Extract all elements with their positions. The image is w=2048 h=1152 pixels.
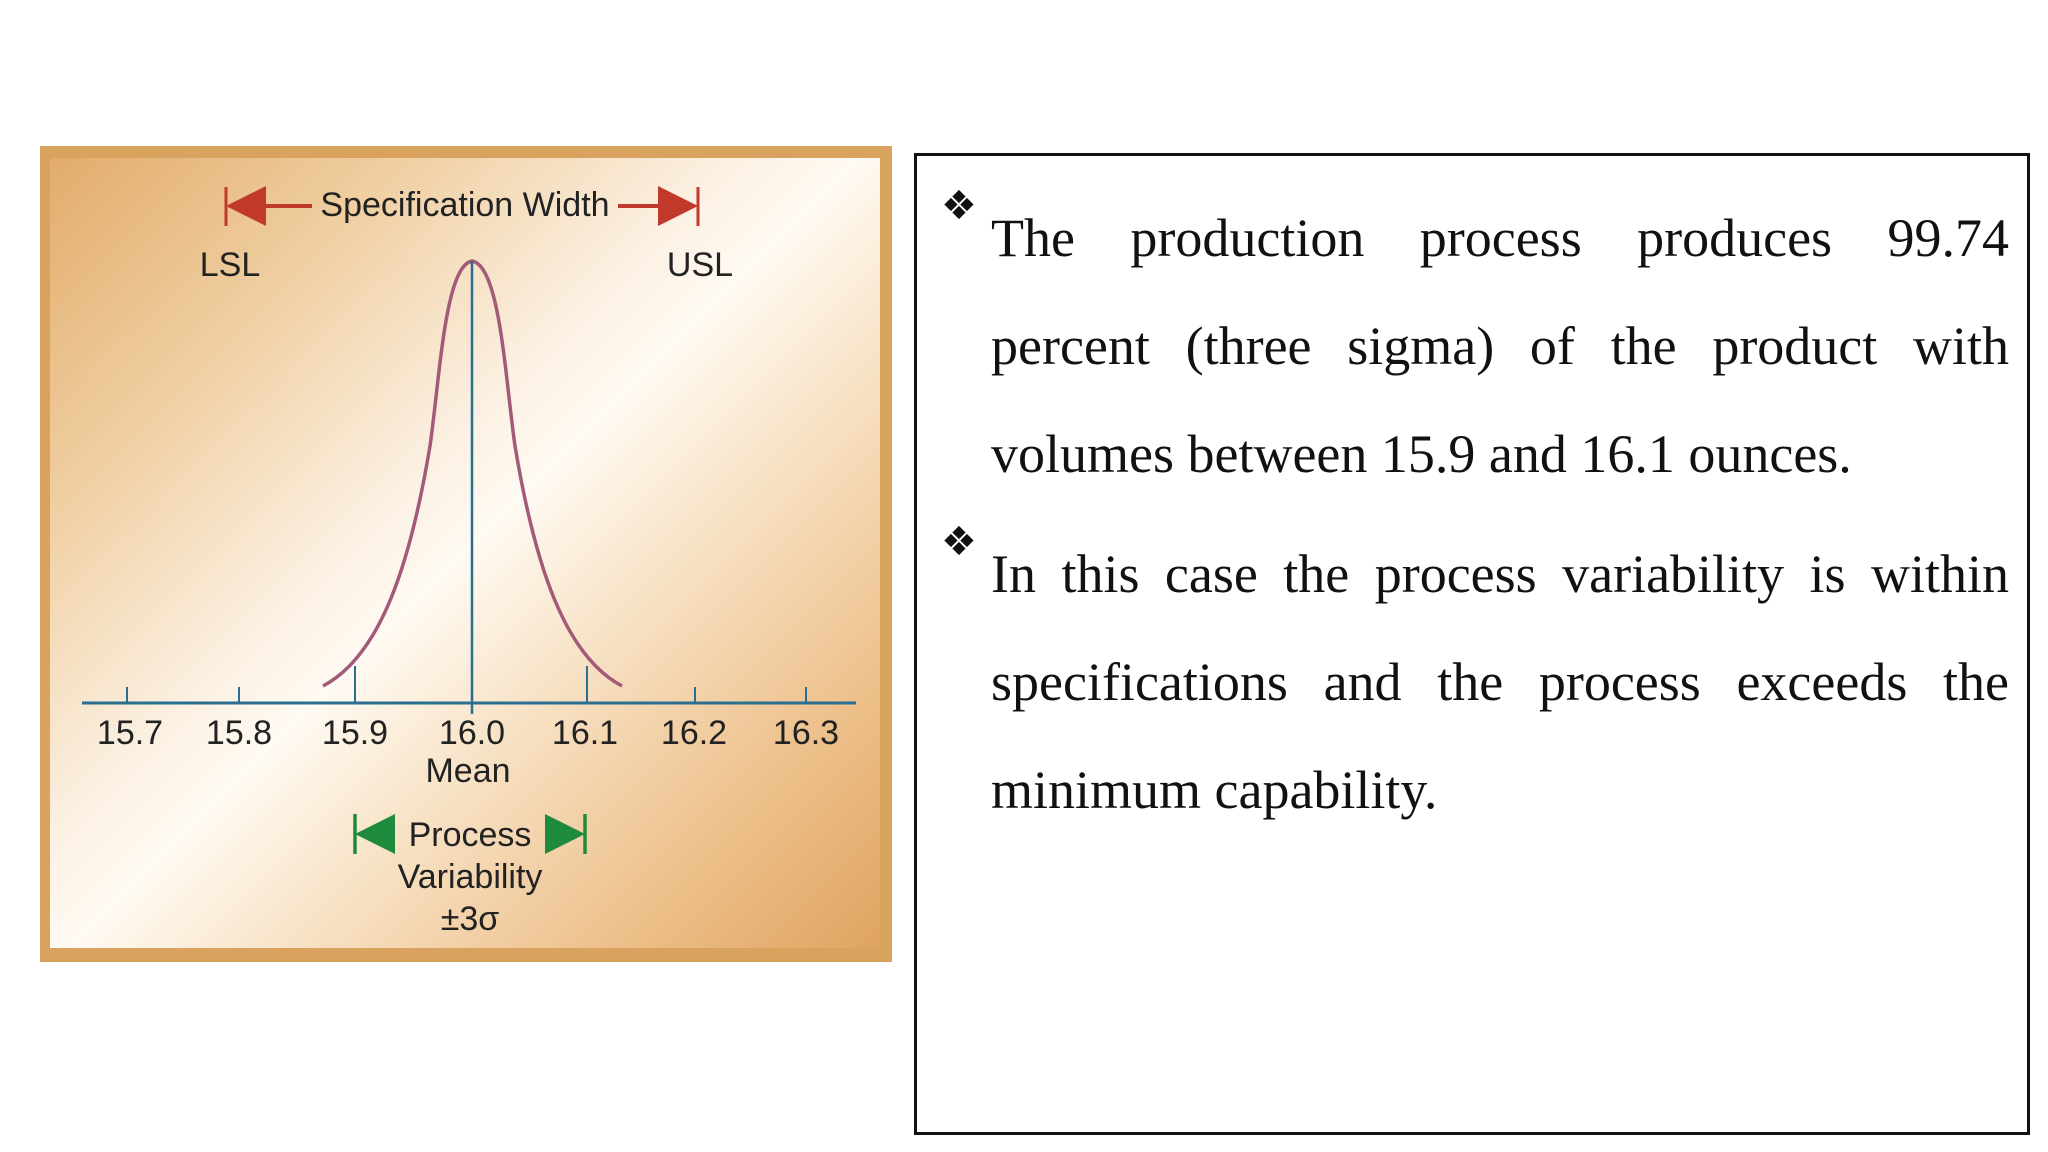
description-text-box: ❖ The production process produces 99.74 …: [914, 153, 2030, 1135]
spec-width-arrow: [224, 186, 700, 226]
tick-label: 15.8: [206, 714, 272, 752]
diamond-bullet-icon: ❖: [941, 183, 977, 229]
lsl-label: LSL: [200, 246, 261, 284]
mean-label: Mean: [425, 752, 510, 790]
spec-width-label: Specification Width: [320, 186, 609, 224]
bullet-text: The production process produces 99.74 pe…: [991, 208, 2009, 484]
axis-ticks: [126, 666, 807, 703]
process-capability-figure: Specification Width LSL USL 15.7 15.8 15…: [40, 146, 892, 962]
bullet-text: In this case the process variability is …: [991, 544, 2009, 820]
diamond-bullet-icon: ❖: [941, 519, 977, 565]
figure-diagram: Specification Width LSL USL 15.7 15.8 15…: [82, 186, 856, 938]
variability-label: Variability: [398, 858, 543, 896]
tick-label: 16.0: [439, 714, 505, 752]
tick-label: 15.7: [97, 714, 163, 752]
bullet-item: ❖ In this case the process variability i…: [941, 519, 2009, 844]
tick-label: 16.1: [552, 714, 618, 752]
tick-label: 16.3: [773, 714, 839, 752]
process-variability-arrow: [353, 814, 587, 854]
usl-label: USL: [667, 246, 733, 284]
tick-label: 15.9: [322, 714, 388, 752]
tick-label: 16.2: [661, 714, 727, 752]
figure-background: [50, 158, 880, 948]
sigma-label: ±3σ: [441, 900, 500, 938]
bullet-item: ❖ The production process produces 99.74 …: [941, 183, 2009, 508]
process-label: Process: [409, 816, 532, 854]
